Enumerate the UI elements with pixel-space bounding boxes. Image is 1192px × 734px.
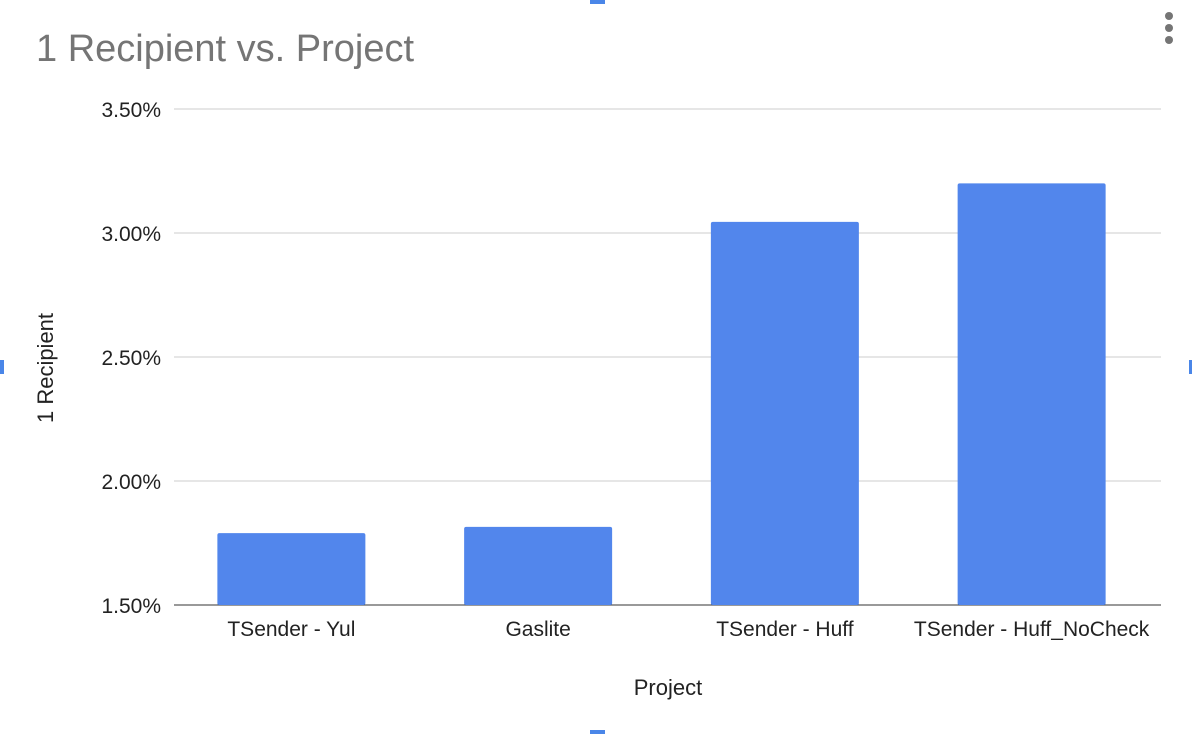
bar[interactable]: [217, 533, 366, 605]
x-category-label: Gaslite: [505, 618, 570, 641]
bars: [217, 183, 1106, 605]
x-category-label: TSender - Yul: [227, 618, 355, 641]
resize-handle-right[interactable]: [1189, 360, 1192, 374]
y-tick-label: 2.50%: [101, 347, 161, 370]
y-tick-label: 1.50%: [101, 595, 161, 618]
x-axis-title: Project: [634, 675, 702, 700]
bar[interactable]: [957, 183, 1106, 605]
y-tick-label: 2.00%: [101, 471, 161, 494]
y-tick-label: 3.00%: [101, 223, 161, 246]
chart-title: 1 Recipient vs. Project: [36, 28, 415, 70]
x-category-labels: TSender - Yul Gaslite TSender - Huff TSende…: [227, 618, 1149, 641]
bar[interactable]: [710, 221, 859, 605]
resize-handle-left[interactable]: [0, 360, 4, 374]
y-tick-label: 3.50%: [101, 99, 161, 122]
x-category-label: TSender - Huff_NoCheck: [914, 618, 1150, 641]
y-tick-labels: 1.50% 2.00% 2.50% 3.00% 3.50%: [101, 99, 161, 618]
bar[interactable]: [464, 526, 613, 605]
resize-handle-top[interactable]: [590, 0, 605, 4]
y-axis-title: 1 Recipient: [33, 313, 58, 423]
resize-handle-bottom[interactable]: [590, 730, 605, 734]
x-category-label: TSender - Huff: [716, 618, 854, 641]
more-options-button[interactable]: [1158, 10, 1182, 50]
